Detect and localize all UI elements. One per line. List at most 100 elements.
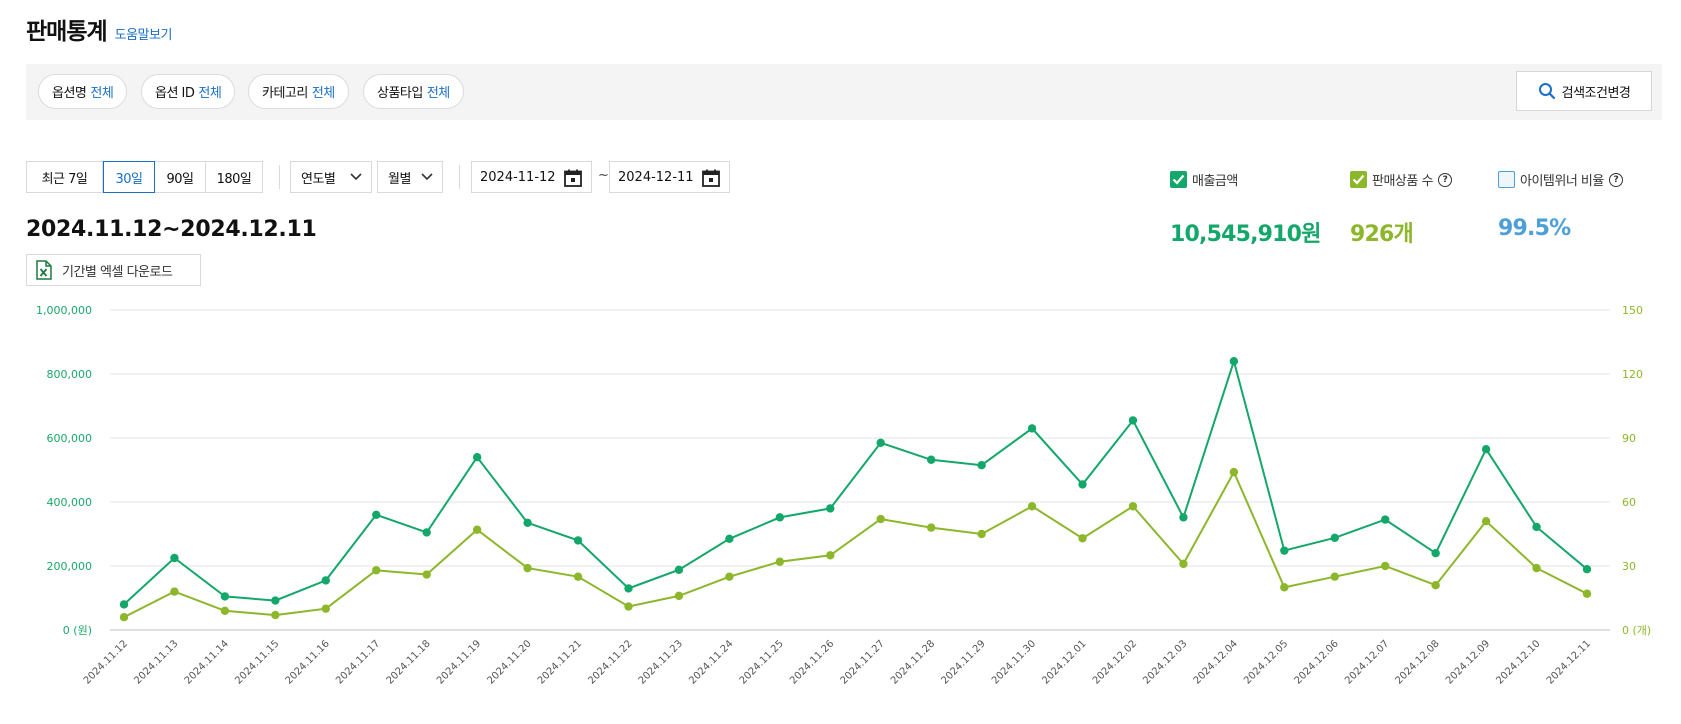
category-filter-chip[interactable]: 카테고리 전체 <box>248 74 349 109</box>
left-axis-tick-label: 200,000 <box>47 560 93 573</box>
data-point[interactable] <box>926 523 936 532</box>
data-point[interactable] <box>1128 416 1138 425</box>
data-point[interactable] <box>624 584 633 593</box>
data-point[interactable] <box>725 572 734 581</box>
data-point[interactable] <box>220 606 230 615</box>
period-7days-button[interactable]: 최근 7일 <box>26 161 103 193</box>
data-point[interactable] <box>472 453 482 462</box>
item-winner-ratio-label: 아이템위너 비율 <box>1520 174 1604 189</box>
data-point[interactable] <box>674 565 684 575</box>
data-point[interactable] <box>674 591 684 601</box>
x-axis-tick-label: 2024.12.10 <box>1494 638 1542 686</box>
data-point[interactable] <box>1280 546 1289 555</box>
checkbox-checked-icon[interactable] <box>1170 171 1187 188</box>
start-date-input[interactable]: 2024-11-12 <box>471 161 592 193</box>
calendar-icon[interactable] <box>563 168 583 188</box>
checkbox-checked-icon[interactable] <box>1350 171 1367 188</box>
month-dropdown-label: 월별 <box>388 171 411 187</box>
product-type-filter-chip[interactable]: 상품타입 전체 <box>363 74 464 109</box>
chip-label: 카테고리 <box>262 86 308 101</box>
data-point[interactable] <box>573 572 583 581</box>
data-point[interactable] <box>1582 589 1592 598</box>
data-point[interactable] <box>170 587 179 596</box>
data-point[interactable] <box>1229 357 1239 366</box>
checkbox-unchecked-icon[interactable] <box>1498 171 1515 188</box>
data-point[interactable] <box>775 513 785 522</box>
help-icon[interactable]: ? <box>1437 172 1452 187</box>
data-point[interactable] <box>1128 502 1138 511</box>
data-point[interactable] <box>1078 480 1087 489</box>
data-point[interactable] <box>372 510 381 519</box>
data-point[interactable] <box>119 600 129 609</box>
data-point[interactable] <box>271 610 280 620</box>
data-point[interactable] <box>321 604 330 613</box>
data-point[interactable] <box>321 576 330 585</box>
data-point[interactable] <box>170 553 179 563</box>
end-date-input[interactable]: 2024-12-11 <box>609 161 730 193</box>
data-point[interactable] <box>977 461 986 470</box>
help-link[interactable]: 도움말보기 <box>114 28 173 43</box>
sales-amount-toggle[interactable]: 매출금액 <box>1170 170 1238 189</box>
data-point[interactable] <box>1078 534 1087 543</box>
period-30days-button[interactable]: 30일 <box>103 161 155 193</box>
year-dropdown[interactable]: 연도별 <box>290 161 372 193</box>
data-point[interactable] <box>1532 522 1541 532</box>
data-point[interactable] <box>1330 572 1339 581</box>
excel-download-button[interactable]: 기간별 엑셀 다운로드 <box>26 254 201 286</box>
period-180days-button[interactable]: 180일 <box>206 161 263 193</box>
data-point[interactable] <box>1532 563 1541 573</box>
item-winner-ratio-toggle[interactable]: 아이템위너 비율 ? <box>1498 170 1623 189</box>
data-point[interactable] <box>271 596 280 605</box>
data-point[interactable] <box>826 551 835 560</box>
series-line <box>123 357 1588 606</box>
right-axis-tick-label: 0 (개) <box>1622 624 1651 637</box>
data-point[interactable] <box>1481 445 1491 454</box>
option-name-filter-chip[interactable]: 옵션명 전체 <box>38 74 128 109</box>
data-point[interactable] <box>372 566 381 575</box>
data-point[interactable] <box>1280 583 1289 592</box>
x-axis-tick-label: 2024.11.19 <box>435 638 483 686</box>
period-90days-button[interactable]: 90일 <box>155 161 206 193</box>
data-point[interactable] <box>220 592 230 601</box>
data-point[interactable] <box>1431 581 1440 590</box>
left-axis-tick-label: 0 (원) <box>63 624 92 637</box>
data-point[interactable] <box>472 525 482 534</box>
data-point[interactable] <box>1179 513 1188 522</box>
left-axis-tick-label: 800,000 <box>47 368 93 381</box>
data-point[interactable] <box>1582 565 1592 574</box>
divider <box>459 165 460 189</box>
help-icon[interactable]: ? <box>1608 172 1623 187</box>
data-point[interactable] <box>422 528 431 537</box>
data-point[interactable] <box>1481 517 1491 526</box>
data-point[interactable] <box>1179 559 1188 569</box>
data-point[interactable] <box>1381 515 1390 524</box>
data-point[interactable] <box>1027 502 1037 511</box>
data-point[interactable] <box>1027 424 1037 433</box>
data-point[interactable] <box>775 557 785 566</box>
option-id-filter-chip[interactable]: 옵션 ID 전체 <box>141 74 236 109</box>
data-point[interactable] <box>1381 561 1390 571</box>
data-point[interactable] <box>826 504 835 513</box>
data-point[interactable] <box>1431 549 1440 558</box>
data-point[interactable] <box>422 570 431 579</box>
sold-items-toggle[interactable]: 판매상품 수 ? <box>1350 170 1452 189</box>
data-point[interactable] <box>977 529 986 539</box>
data-point[interactable] <box>725 534 734 543</box>
data-point[interactable] <box>624 602 633 611</box>
data-point[interactable] <box>1330 533 1339 543</box>
data-point[interactable] <box>1229 467 1239 477</box>
x-axis-tick-label: 2024.11.18 <box>385 638 433 686</box>
x-axis-tick-label: 2024.12.05 <box>1242 638 1290 686</box>
excel-file-icon <box>36 260 52 280</box>
data-point[interactable] <box>876 438 885 447</box>
calendar-icon[interactable] <box>701 168 721 188</box>
data-point[interactable] <box>523 518 532 527</box>
data-point[interactable] <box>573 536 583 545</box>
chip-label: 옵션 ID <box>155 86 195 101</box>
data-point[interactable] <box>523 563 532 573</box>
data-point[interactable] <box>876 514 885 524</box>
change-search-conditions-button[interactable]: 검색조건변경 <box>1516 71 1652 111</box>
data-point[interactable] <box>926 455 936 464</box>
data-point[interactable] <box>119 613 129 622</box>
month-dropdown[interactable]: 월별 <box>377 161 443 193</box>
